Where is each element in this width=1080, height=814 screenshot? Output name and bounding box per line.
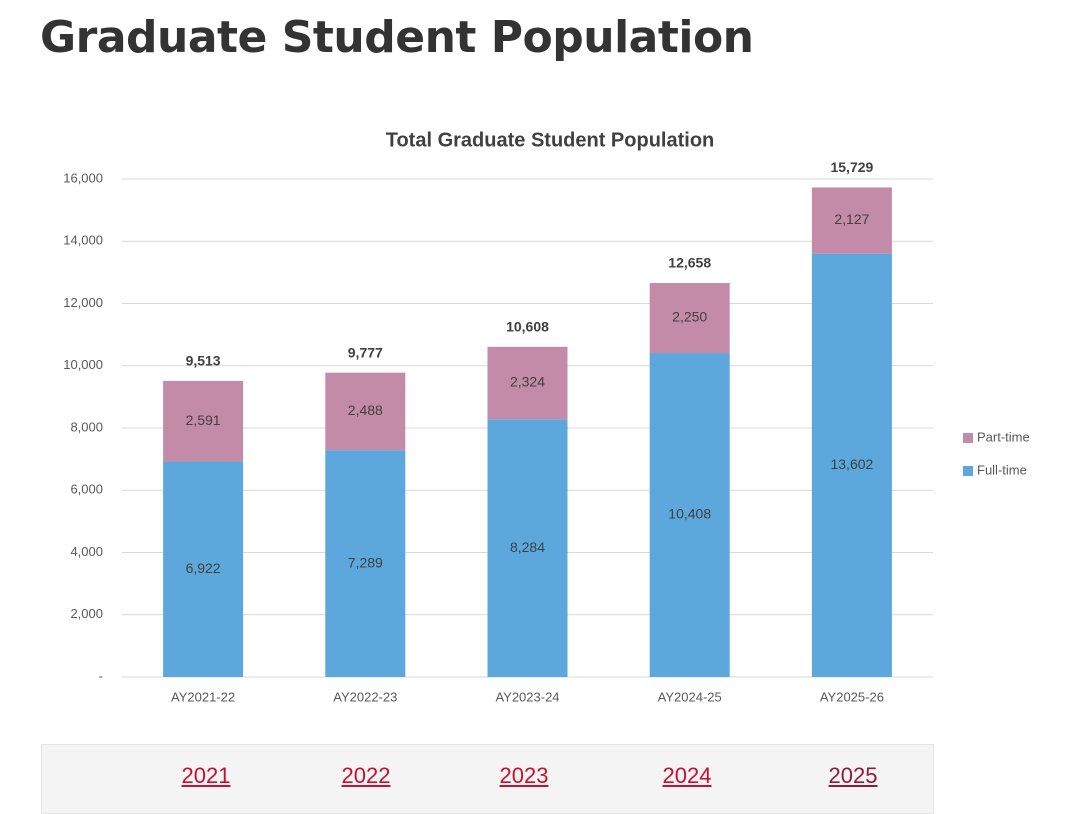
- bar-segment: [811, 187, 892, 254]
- chart-title: Total Graduate Student Population: [386, 129, 715, 151]
- y-tick-label: 14,000: [63, 233, 103, 248]
- y-tick-label: 6,000: [70, 482, 103, 497]
- total-label: 12,658: [668, 255, 711, 271]
- value-label: 2,250: [672, 309, 707, 325]
- total-label: 9,777: [348, 344, 383, 360]
- chart: Total Graduate Student Population - 2,000…: [63, 129, 1030, 704]
- y-tick-label: 16,000: [63, 170, 103, 185]
- total-label: 15,729: [830, 159, 873, 175]
- y-tick-label: 8,000: [70, 419, 103, 434]
- x-tick-label: AY2023-24: [495, 689, 559, 704]
- y-tick-label: 10,000: [63, 357, 103, 372]
- total-label: 10,608: [506, 319, 549, 335]
- y-tick-label: 2,000: [70, 606, 103, 621]
- bar-segment: [811, 253, 892, 677]
- bar-segment: [649, 283, 730, 354]
- bar-segment: [487, 346, 568, 420]
- bar-segment: [325, 450, 406, 677]
- value-label: 10,408: [668, 506, 711, 522]
- legend-label: Full-time: [977, 462, 1027, 477]
- x-tick-label: AY2024-25: [658, 689, 722, 704]
- value-label: 2,488: [348, 402, 383, 418]
- x-tick-label: AY2021-22: [171, 689, 235, 704]
- legend-label: Part-time: [977, 429, 1030, 444]
- x-tick-label: AY2025-26: [820, 689, 884, 704]
- year-link[interactable]: 2025: [828, 763, 878, 788]
- year-link[interactable]: 2022: [341, 763, 391, 788]
- year-link[interactable]: 2024: [662, 763, 712, 788]
- value-label: 7,289: [348, 554, 383, 570]
- x-tick-label: AY2022-23: [333, 689, 397, 704]
- value-label: 2,591: [186, 412, 221, 428]
- value-label: 2,324: [510, 374, 545, 390]
- legend-swatch: [963, 433, 973, 443]
- y-tick-label: 12,000: [63, 295, 103, 310]
- value-label: 8,284: [510, 539, 545, 555]
- value-label: 13,602: [830, 456, 873, 472]
- bar-segment: [163, 461, 244, 677]
- bar-segment: [649, 353, 730, 677]
- legend-swatch: [963, 466, 973, 476]
- year-tabs: 2021 2022 2023 2024 2025: [41, 744, 934, 814]
- year-link[interactable]: 2023: [499, 763, 549, 788]
- bar-segment: [487, 419, 568, 677]
- page-title: Graduate Student Population: [40, 12, 754, 63]
- total-label: 9,513: [186, 353, 221, 369]
- bar-segment: [163, 380, 244, 462]
- bar-segment: [325, 372, 406, 451]
- y-tick-label: 4,000: [70, 544, 103, 559]
- value-label: 2,127: [834, 211, 869, 227]
- value-label: 6,922: [186, 560, 221, 576]
- year-link[interactable]: 2021: [181, 763, 231, 788]
- y-tick-label: -: [99, 668, 103, 683]
